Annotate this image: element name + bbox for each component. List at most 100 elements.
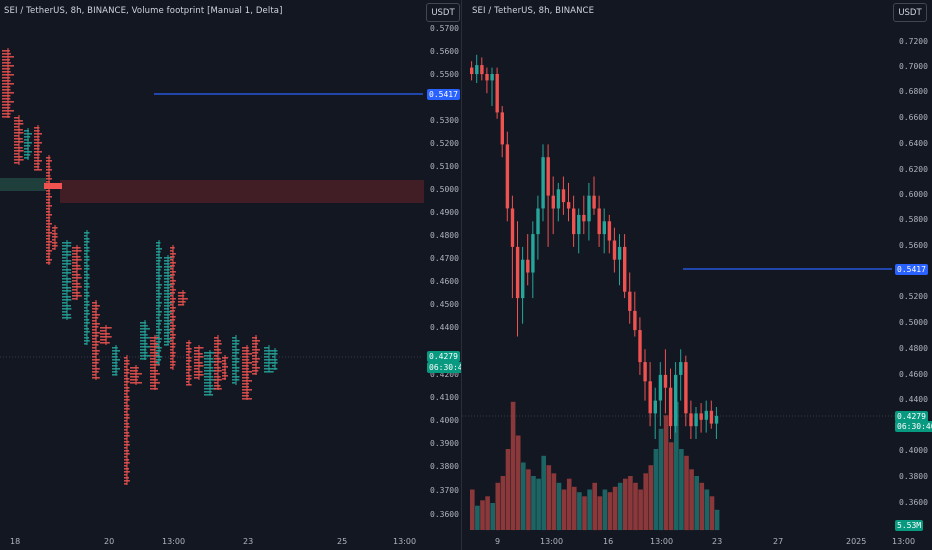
footprint-level bbox=[156, 269, 161, 271]
footprint-level bbox=[204, 370, 216, 372]
footprint-level bbox=[124, 477, 129, 479]
footprint-level bbox=[264, 359, 273, 361]
footprint-level bbox=[178, 298, 188, 300]
volume-bar bbox=[521, 462, 526, 530]
footprint-level bbox=[170, 283, 175, 285]
footprint-level bbox=[62, 245, 72, 247]
footprint-level bbox=[186, 366, 192, 368]
footprint-level bbox=[156, 251, 161, 253]
footprint-level bbox=[150, 379, 158, 381]
footprint-level bbox=[242, 362, 252, 364]
candlestick-chart-canvas[interactable] bbox=[462, 0, 932, 550]
footprint-level bbox=[170, 280, 176, 282]
footprint-level bbox=[34, 136, 40, 138]
footprint-level bbox=[124, 465, 128, 467]
footprint-level bbox=[164, 311, 172, 313]
footprint-level bbox=[232, 352, 240, 354]
footprint-level bbox=[84, 292, 90, 294]
footprint-level bbox=[14, 162, 19, 164]
footprint-level bbox=[164, 323, 171, 325]
footprint-level bbox=[62, 248, 67, 250]
footprint-level bbox=[232, 382, 236, 384]
right-chart-pane[interactable]: SEI / TetherUS, 8h, BINANCE USDT 0.7200 0… bbox=[462, 0, 932, 550]
footprint-level bbox=[242, 353, 252, 355]
footprint-level bbox=[112, 362, 118, 364]
footprint-level bbox=[112, 350, 120, 352]
footprint-level bbox=[124, 408, 130, 410]
price-tick-label: 0.4200 bbox=[430, 370, 459, 379]
candle-body bbox=[668, 387, 673, 427]
footprint-level bbox=[112, 347, 118, 349]
footprint-level bbox=[170, 346, 176, 348]
footprint-level bbox=[2, 68, 11, 70]
candle-body bbox=[480, 65, 484, 75]
footprint-level bbox=[62, 317, 72, 319]
footprint-level bbox=[2, 59, 10, 61]
footprint-level bbox=[272, 362, 278, 364]
footprint-level bbox=[24, 142, 32, 144]
candle-body bbox=[495, 74, 499, 113]
footprint-level bbox=[204, 376, 214, 378]
footprint-level bbox=[156, 326, 160, 328]
footprint-level bbox=[124, 402, 127, 404]
right-currency-button[interactable]: USDT bbox=[893, 3, 927, 22]
price-tick-label: 0.5300 bbox=[430, 116, 459, 125]
footprint-level bbox=[2, 86, 11, 88]
footprint-level bbox=[204, 385, 214, 387]
footprint-level bbox=[62, 290, 72, 292]
footprint-level bbox=[156, 254, 160, 256]
footprint-level bbox=[164, 290, 170, 292]
left-horizontal-line-price-tag: 0.5417 bbox=[427, 89, 460, 100]
footprint-level bbox=[92, 320, 97, 322]
footprint-level bbox=[2, 98, 11, 100]
footprint-level bbox=[186, 378, 192, 380]
footprint-level bbox=[2, 83, 14, 85]
candle-body bbox=[653, 400, 657, 414]
footprint-level bbox=[46, 169, 52, 171]
left-chart-pane[interactable]: SEI / TetherUS, 8h, BINANCE, Volume foot… bbox=[0, 0, 462, 550]
footprint-level bbox=[46, 187, 52, 189]
price-tick-label: 0.5000 bbox=[430, 185, 459, 194]
footprint-level bbox=[46, 217, 51, 219]
footprint-level bbox=[84, 343, 88, 345]
footprint-level bbox=[84, 334, 88, 336]
price-tick-label: 0.4000 bbox=[899, 446, 928, 455]
footprint-level bbox=[214, 370, 222, 372]
price-tick-label: 0.4500 bbox=[430, 300, 459, 309]
footprint-level bbox=[164, 317, 170, 319]
volume-bar bbox=[714, 509, 720, 531]
footprint-level bbox=[150, 373, 160, 375]
volume-bar bbox=[684, 455, 689, 531]
footprint-level bbox=[14, 144, 19, 146]
footprint-level bbox=[84, 268, 90, 270]
footprint-level bbox=[194, 362, 203, 364]
footprint-level bbox=[170, 331, 174, 333]
footprint-level bbox=[84, 295, 90, 297]
candle-body bbox=[643, 362, 647, 382]
footprint-level bbox=[84, 325, 87, 327]
pane-divider[interactable] bbox=[461, 0, 462, 550]
footprint-level bbox=[140, 325, 148, 327]
volume-bar bbox=[541, 455, 546, 531]
footprint-level bbox=[150, 355, 160, 357]
footprint-level bbox=[140, 340, 147, 342]
volume-bar bbox=[505, 449, 511, 530]
volume-bar bbox=[546, 465, 552, 530]
footprint-level bbox=[46, 247, 50, 249]
footprint-level bbox=[252, 367, 260, 369]
footprint-level bbox=[124, 363, 130, 365]
footprint-level bbox=[252, 349, 260, 351]
footprint-level bbox=[194, 368, 199, 370]
footprint-chart-canvas[interactable] bbox=[0, 0, 462, 550]
footprint-level bbox=[164, 284, 172, 286]
footprint-level bbox=[84, 289, 87, 291]
footprint-level bbox=[242, 395, 249, 397]
footprint-level bbox=[92, 317, 99, 319]
footprint-level bbox=[92, 359, 100, 361]
volume-bar bbox=[526, 469, 531, 531]
footprint-level bbox=[242, 377, 250, 379]
left-currency-button[interactable]: USDT bbox=[426, 3, 460, 22]
footprint-level bbox=[46, 262, 51, 264]
footprint-level bbox=[170, 247, 175, 249]
time-tick-label: 13:00 bbox=[162, 537, 186, 546]
